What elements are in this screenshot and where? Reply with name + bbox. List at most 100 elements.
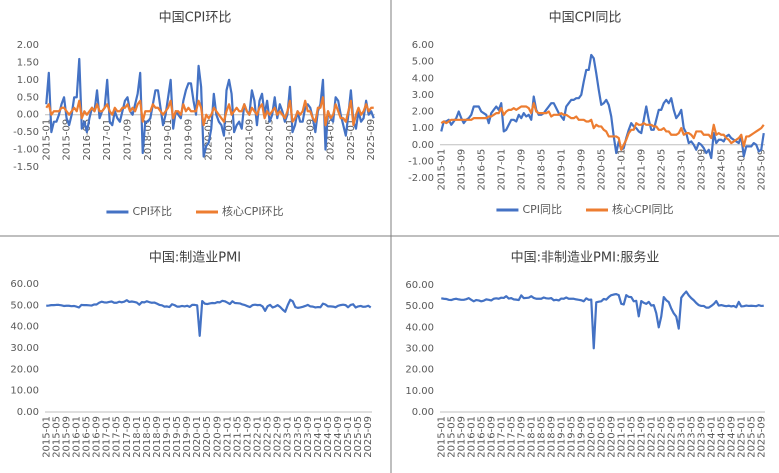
x-tick-label: 2023-09: [305, 119, 316, 161]
x-tick-label: 2023-09: [303, 416, 314, 458]
x-tick-label: 2015-09: [61, 416, 72, 458]
x-tick-label: 2015-01: [436, 416, 447, 458]
x-tick-label: 2018-09: [152, 416, 163, 458]
y-tick-label: 10.00: [405, 386, 434, 397]
y-tick-label: 0.00: [17, 110, 39, 121]
y-tick-label: 2.00: [17, 40, 39, 51]
y-tick-label: -1.00: [408, 156, 434, 167]
x-tick-label: 2023-05: [293, 416, 304, 458]
y-tick-label: 30.00: [405, 344, 434, 355]
x-tick-label: 2021-05: [232, 416, 243, 458]
x-tick-label: 2023-01: [283, 416, 294, 458]
y-tick-label: 4.00: [412, 73, 434, 84]
x-tick-label: 2016-05: [476, 149, 487, 191]
x-tick-label: 2019-09: [576, 149, 587, 191]
x-tick-label: 2021-09: [244, 119, 255, 161]
x-tick-label: 2024-09: [726, 416, 737, 458]
x-tick-label: 2022-09: [273, 416, 284, 458]
x-tick-label: 2025-01: [736, 149, 747, 191]
x-tick-label: 2022-09: [666, 416, 677, 458]
x-tick-label: 2015-09: [62, 119, 73, 161]
x-tick-label: 2015-01: [436, 149, 447, 191]
data-line: [45, 96, 374, 127]
x-tick-label: 2021-01: [616, 149, 627, 191]
y-tick-label: -0.50: [13, 127, 39, 138]
x-tick-label: 2018-05: [536, 416, 547, 458]
x-tick-label: 2017-05: [112, 416, 123, 458]
x-tick-label: 2024-05: [716, 416, 727, 458]
x-tick-label: 2019-01: [556, 416, 567, 458]
y-tick-label: 40.00: [10, 322, 39, 333]
x-tick-label: 2018-05: [536, 149, 547, 191]
x-tick-label: 2022-05: [656, 416, 667, 458]
x-tick-label: 2017-05: [506, 416, 517, 458]
x-tick-label: 2024-01: [313, 416, 324, 458]
x-tick-label: 2016-01: [71, 416, 82, 458]
x-tick-label: 2020-05: [596, 149, 607, 191]
y-tick-label: 20.00: [10, 364, 39, 375]
x-tick-label: 2016-09: [92, 416, 103, 458]
x-tick-label: 2017-01: [102, 119, 113, 161]
x-tick-label: 2018-05: [142, 416, 153, 458]
x-tick-label: 2025-01: [736, 416, 747, 458]
x-tick-label: 2016-05: [82, 416, 93, 458]
x-tick-label: 2019-09: [576, 416, 587, 458]
x-tick-label: 2023-09: [696, 416, 707, 458]
x-tick-label: 2025-09: [363, 416, 374, 458]
x-tick-label: 2017-09: [123, 119, 134, 161]
x-tick-label: 2020-01: [192, 416, 203, 458]
x-tick-label: 2021-01: [224, 119, 235, 161]
data-line: [440, 102, 765, 151]
data-line: [46, 298, 372, 337]
legend-label: 核心CPI同比: [612, 202, 674, 216]
y-tick-label: 10.00: [10, 386, 39, 397]
x-tick-label: 2025-09: [366, 119, 377, 161]
x-tick-label: 2019-09: [182, 416, 193, 458]
y-tick-label: 0.50: [17, 92, 39, 103]
chart-title: 中国CPI同比: [549, 11, 622, 26]
x-tick-label: 2020-01: [586, 416, 597, 458]
legend-label: CPI同比: [522, 203, 562, 216]
y-tick-label: 5.00: [412, 57, 434, 68]
x-tick-label: 2020-05: [202, 416, 213, 458]
x-tick-label: 2018-01: [526, 416, 537, 458]
chart-title: 中国CPI环比: [159, 11, 232, 26]
x-tick-label: 2018-05: [143, 119, 154, 161]
y-tick-label: 50.00: [10, 300, 39, 311]
x-tick-label: 2018-09: [546, 416, 557, 458]
legend-label: CPI环比: [132, 205, 172, 218]
y-tick-label: 0.00: [412, 140, 434, 151]
x-tick-label: 2023-01: [285, 119, 296, 161]
x-tick-label: 2022-01: [646, 416, 657, 458]
x-tick-label: 2022-01: [253, 416, 264, 458]
y-tick-label: 0.00: [17, 407, 39, 418]
x-tick-label: 2020-05: [596, 416, 607, 458]
x-tick-label: 2025-01: [346, 119, 357, 161]
x-tick-label: 2023-01: [676, 416, 687, 458]
y-tick-label: 2.00: [412, 107, 434, 118]
y-tick-label: -2.00: [408, 173, 434, 184]
x-tick-label: 2017-09: [516, 149, 527, 191]
y-tick-label: -1.50: [13, 162, 39, 173]
x-tick-label: 2025-01: [343, 416, 354, 458]
x-tick-label: 2019-01: [162, 416, 173, 458]
chart-title: 中国:非制造业PMI:服务业: [511, 250, 660, 266]
x-tick-label: 2019-09: [183, 119, 194, 161]
x-tick-label: 2016-09: [486, 416, 497, 458]
x-tick-label: 2017-01: [102, 416, 113, 458]
x-tick-label: 2015-01: [41, 416, 52, 458]
y-tick-label: 6.00: [412, 40, 434, 51]
x-tick-label: 2016-05: [82, 119, 93, 161]
y-tick-label: 3.00: [412, 90, 434, 101]
x-tick-label: 2020-09: [212, 416, 223, 458]
x-tick-label: 2024-05: [326, 119, 337, 161]
data-line: [440, 53, 765, 160]
x-tick-label: 2021-01: [222, 416, 233, 458]
x-tick-label: 2022-05: [265, 119, 276, 161]
chart-title: 中国:制造业PMI: [149, 251, 241, 266]
x-tick-label: 2016-01: [466, 416, 477, 458]
y-tick-label: 60.00: [10, 279, 39, 290]
x-tick-label: 2019-05: [566, 416, 577, 458]
x-tick-label: 2017-09: [516, 416, 527, 458]
